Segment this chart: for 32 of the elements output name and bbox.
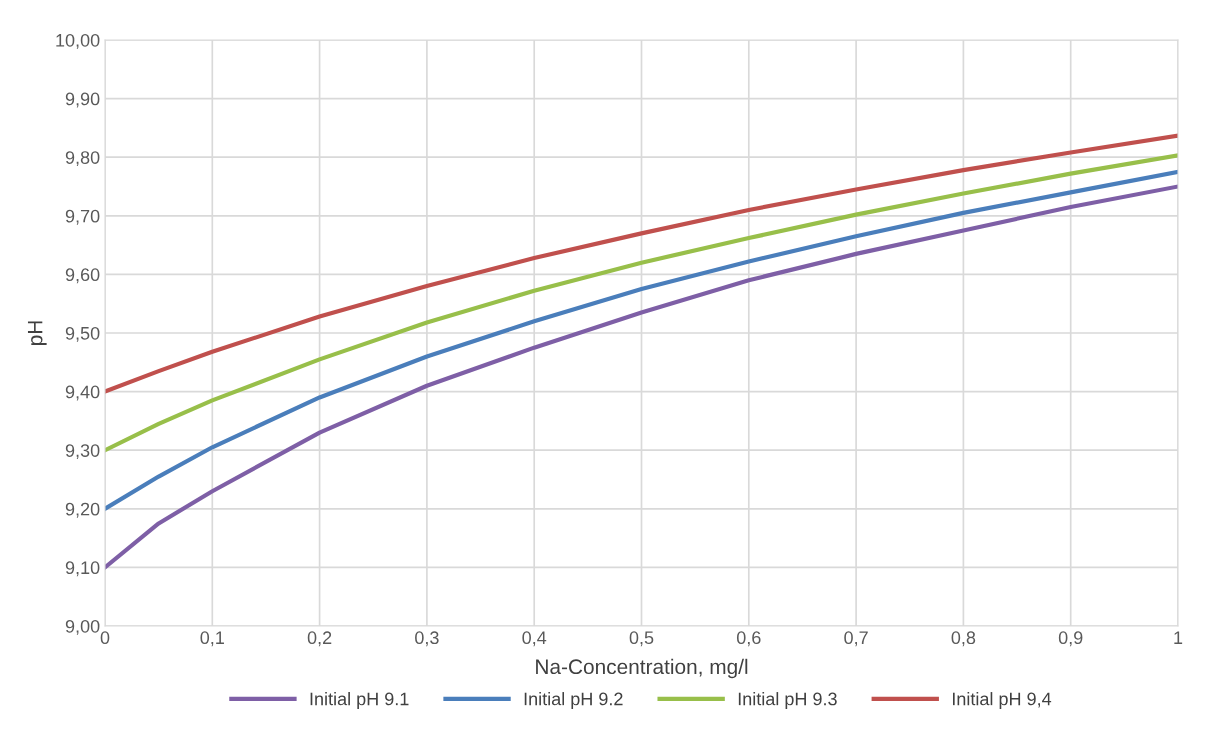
line-series bbox=[105, 153, 1178, 453]
y-tick-label: 9,90 bbox=[65, 92, 100, 108]
y-tick-label: 9,60 bbox=[65, 268, 100, 284]
x-tick-label: 0,9 bbox=[1058, 631, 1083, 647]
x-tick-label: 0,7 bbox=[844, 631, 868, 647]
y-tick-label: 9,10 bbox=[65, 561, 100, 577]
line-series bbox=[105, 169, 1178, 511]
y-tick-label: 9,80 bbox=[65, 151, 100, 167]
y-tick-label: 9,20 bbox=[65, 502, 100, 518]
x-tick-label: 0,4 bbox=[522, 631, 547, 647]
legend-label: Initial pH 9.2 bbox=[524, 692, 623, 709]
legend-label: Initial pH 9,4 bbox=[952, 692, 1052, 709]
y-tick-label: 9,50 bbox=[65, 326, 100, 342]
y-tick-label: 9,30 bbox=[65, 444, 100, 460]
y-tick-label: 10,00 bbox=[56, 33, 100, 49]
x-tick-label: 0 bbox=[100, 631, 110, 645]
x-axis-title: Na-Concentration, mg/l bbox=[536, 658, 748, 679]
line-series bbox=[105, 184, 1178, 570]
x-tick-label: 0,2 bbox=[307, 631, 332, 647]
x-tick-label: 0,1 bbox=[200, 631, 224, 647]
x-tick-label: 0,8 bbox=[951, 631, 976, 647]
x-tick-label: 0,3 bbox=[415, 631, 439, 647]
x-tick-label: 0,6 bbox=[736, 631, 761, 647]
x-tick-label: 0,5 bbox=[629, 631, 654, 647]
y-axis-title: pH bbox=[27, 321, 47, 345]
legend-label: Initial pH 9.1 bbox=[310, 692, 409, 709]
y-tick-label: 9,70 bbox=[65, 209, 100, 225]
line-series bbox=[105, 133, 1178, 394]
x-tick-label: 1 bbox=[1174, 631, 1183, 644]
y-tick-label: 9,40 bbox=[65, 385, 100, 401]
legend-label: Initial pH 9.3 bbox=[738, 692, 837, 709]
y-tick-label: 9,00 bbox=[65, 619, 100, 635]
